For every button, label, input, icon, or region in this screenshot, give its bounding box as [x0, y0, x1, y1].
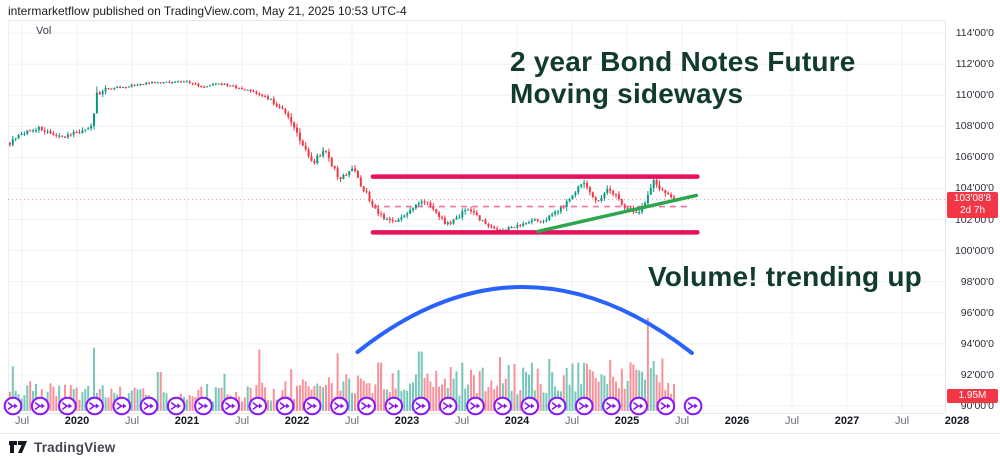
time-axis-label: 2021 [174, 415, 200, 427]
rollover-marker-icon[interactable] [139, 396, 159, 416]
time-axis-label: Jul [344, 415, 360, 427]
rollover-marker-icon[interactable] [656, 396, 676, 416]
bar-countdown: 2d 7h [959, 204, 986, 216]
rollover-marker-icon[interactable] [330, 396, 349, 416]
price-axis-label: 96'00'0 [960, 306, 994, 319]
rollover-marker-icon[interactable] [357, 396, 376, 416]
time-axis-label: 2022 [284, 415, 310, 427]
time-axis-label: 2020 [64, 415, 90, 427]
rollover-marker-icon[interactable] [166, 396, 186, 416]
time-axis-label: 2024 [504, 415, 530, 427]
time-axis-label: Jul [234, 415, 250, 427]
tradingview-brand-text[interactable]: TradingView [34, 439, 116, 455]
price-axis-label: 92'00'0 [960, 368, 994, 381]
time-axis[interactable]: Jul 2020 Jul 2021 Jul 2022 Jul 2023 Jul 2024 Jul 20… [0, 412, 1000, 433]
tradingview-logo-icon[interactable] [8, 439, 28, 455]
time-axis-bottom-border [0, 433, 1000, 434]
volume-value-badge: 1.95M [947, 389, 998, 403]
price-axis-label: 106'00'0 [954, 151, 994, 164]
volume-bars [8, 318, 675, 411]
price-axis-separator [945, 20, 946, 412]
rollover-marker-icon[interactable] [248, 396, 268, 416]
rollover-marker-icon[interactable] [194, 396, 213, 416]
price-axis-label: 90'00'0 [960, 400, 994, 412]
price-axis-label: 112'00'0 [955, 58, 994, 71]
price-axis-label: 108'00'0 [954, 120, 994, 133]
rollover-marker-icon[interactable] [438, 396, 458, 416]
rollover-marker-icon[interactable] [275, 396, 295, 416]
rollover-marker-icon[interactable] [58, 396, 77, 416]
annotation-title[interactable]: 2 year Bond Notes Future Moving sideways [510, 46, 856, 110]
annotation-volume-note[interactable]: Volume! trending up [648, 261, 922, 292]
rollover-marker-icon[interactable] [629, 396, 648, 416]
rollover-marker-icon[interactable] [466, 396, 485, 416]
rollover-marker-icon[interactable] [493, 396, 512, 416]
footer: TradingView [8, 439, 115, 455]
rollover-marker-icon[interactable] [574, 396, 594, 416]
rollover-marker-icon[interactable] [221, 396, 240, 416]
rollover-marker-icon[interactable] [683, 396, 703, 416]
time-axis-label: Jul [564, 415, 580, 427]
last-price-badge: 103'08'8 2d 7h [947, 192, 998, 218]
time-axis-label: 2025 [614, 415, 640, 427]
rollover-marker-icon[interactable] [547, 396, 567, 416]
rollover-marker-icon[interactable] [411, 396, 431, 416]
contract-rollover-markers [3, 396, 703, 416]
rollover-marker-icon[interactable] [112, 396, 132, 416]
time-axis-label: 2027 [834, 415, 860, 427]
price-axis-label: 110'00'0 [955, 89, 994, 102]
time-axis-label: 2028 [944, 415, 970, 427]
rollover-marker-icon[interactable] [302, 396, 322, 416]
price-axis[interactable]: 114'00'0 112'00'0 110'00'0 108'00'0 106'00'0… [946, 20, 1000, 412]
price-axis-label: 100'00'0 [954, 244, 994, 257]
time-axis-label: Jul [674, 415, 690, 427]
price-axis-label: 104'00'0 [954, 182, 994, 195]
time-axis-label: Jul [14, 415, 30, 427]
rollover-marker-icon[interactable] [85, 396, 104, 416]
time-axis-label: 2023 [394, 415, 420, 427]
time-axis-label: Jul [894, 415, 910, 427]
volume-trend-arc[interactable] [355, 285, 694, 355]
grid-lines [8, 20, 945, 412]
time-axis-label: 2026 [724, 415, 750, 427]
publish-byline: intermarketflow published on TradingView… [8, 4, 407, 18]
time-axis-label: Jul [454, 415, 470, 427]
price-axis-label: 114'00'0 [955, 27, 994, 39]
time-axis-label: Jul [784, 415, 800, 427]
volume-study-label: Vol [36, 25, 52, 37]
price-axis-label: 98'00'0 [960, 275, 994, 288]
last-price-value: 103'08'8 [953, 193, 992, 204]
annotation-title-line2: Moving sideways [510, 77, 744, 109]
price-axis-label: 94'00'0 [960, 337, 994, 350]
rollover-marker-icon[interactable] [520, 396, 540, 416]
annotation-title-line1: 2 year Bond Notes Future [510, 46, 856, 77]
uptrend-line[interactable] [536, 193, 699, 234]
rollover-marker-icon[interactable] [30, 396, 50, 416]
rollover-marker-icon[interactable] [3, 396, 23, 416]
rollover-marker-icon[interactable] [602, 396, 621, 416]
rollover-marker-icon[interactable] [384, 396, 404, 416]
candlesticks [8, 80, 675, 233]
time-axis-label: Jul [124, 415, 140, 427]
